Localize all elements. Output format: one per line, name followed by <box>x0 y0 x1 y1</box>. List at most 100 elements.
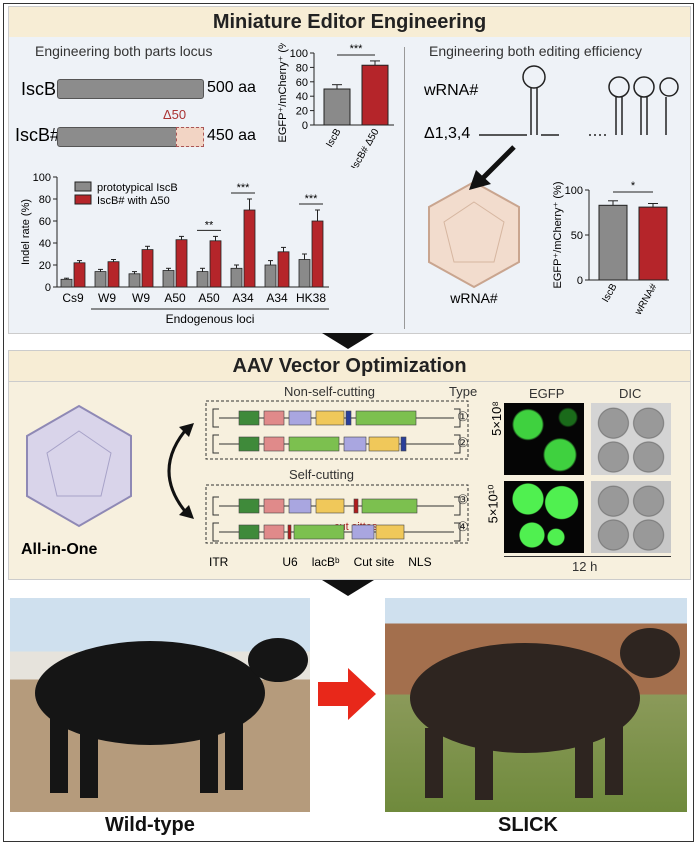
type-1: ① <box>457 409 469 424</box>
delta134-label: Δ1,3,4 <box>424 125 471 142</box>
x-tick-label: IscB# Δ50 <box>349 127 382 168</box>
y-axis-label: EGFP⁺/mCherry⁺ (%) <box>552 182 564 289</box>
y-tick-label: 100 <box>290 48 308 60</box>
vector-element <box>345 410 352 426</box>
type-label: Type <box>449 384 478 399</box>
vector-element <box>315 410 345 426</box>
legend-u6: U6 <box>282 555 298 569</box>
x-tick-label: A34 <box>232 291 254 305</box>
bar <box>277 251 290 288</box>
vector-element <box>288 410 312 426</box>
red-arrow-icon <box>318 668 376 720</box>
type-3: ③ <box>457 492 469 507</box>
vector-element <box>343 436 367 452</box>
itr-right <box>454 434 461 454</box>
vector-element <box>288 498 312 514</box>
y-tick-label: 50 <box>571 230 583 242</box>
itr-right <box>454 496 461 516</box>
wild-type-label: Wild-type <box>105 814 195 836</box>
y-tick-label: 20 <box>296 106 308 118</box>
bar <box>361 64 389 126</box>
x-tick-label: Cs9 <box>62 291 84 305</box>
arrow-icon <box>469 145 516 190</box>
panel-miniature-editor: Miniature Editor Engineering Engineering… <box>8 6 691 334</box>
vector-constructs <box>205 400 469 544</box>
x-tick-label: A50 <box>198 291 220 305</box>
y-axis-label: Indel rate (%) <box>20 199 32 265</box>
egfp-image-2 <box>504 481 584 553</box>
vector-element <box>263 410 285 426</box>
iscb-sharp-label: IscB# <box>15 125 61 145</box>
bar <box>598 204 628 281</box>
wild-type-photo <box>10 598 310 812</box>
wrna-label: wRNA# <box>424 82 479 99</box>
vector-element <box>400 436 407 452</box>
x-tick-label: IscB <box>324 127 343 150</box>
x-tick-label: A34 <box>266 291 288 305</box>
bar <box>141 249 154 288</box>
iscb-sharp-length: 450 aa <box>207 127 256 144</box>
vector-element <box>293 524 345 540</box>
iscb-label: IscB <box>21 79 57 99</box>
vector-element <box>263 498 285 514</box>
vector-element <box>263 524 285 540</box>
dose-1: 5×10⁸ <box>488 401 504 436</box>
legend-cut: Cut site <box>353 555 395 569</box>
slick-photo <box>385 598 687 812</box>
virus-label: wRNA# <box>449 290 498 306</box>
aav-capsid-icon: wRNA# <box>428 180 520 306</box>
panel-aav: AAV Vector Optimization All-in-One Non-s… <box>8 350 691 580</box>
self-label: Self-cutting <box>289 467 355 482</box>
y-tick-label: 40 <box>39 238 51 250</box>
significance-label: *** <box>305 193 319 205</box>
vector-element <box>238 524 260 540</box>
y-tick-label: 100 <box>565 185 583 197</box>
vector-element <box>238 436 260 452</box>
dic-image-1 <box>591 403 671 475</box>
itr-left <box>212 522 219 542</box>
egfp-header: EGFP <box>529 386 565 401</box>
panel-title: Miniature Editor Engineering <box>9 7 690 37</box>
iscb-bar <box>57 79 204 99</box>
bar <box>298 259 311 288</box>
divider <box>404 47 405 329</box>
non-self-label: Non-self-cutting <box>284 384 376 399</box>
bar <box>196 271 209 288</box>
y-tick-label: 40 <box>296 91 308 103</box>
itr-left <box>212 408 219 428</box>
y-tick-label: 0 <box>45 282 51 294</box>
x-tick-label: W9 <box>98 291 116 305</box>
vector-element <box>355 410 417 426</box>
x-tick-label: HK38 <box>296 291 326 305</box>
legend-lacb: lacBᵇ <box>311 555 340 569</box>
delta-label: Δ50 <box>163 107 187 122</box>
type-4: ④ <box>457 519 469 534</box>
itr-right <box>454 408 461 428</box>
significance-label: *** <box>237 182 251 194</box>
down-arrow-icon <box>322 333 374 349</box>
figure-frame <box>3 3 694 842</box>
x-axis-label: Endogenous loci <box>166 312 255 326</box>
bar <box>73 262 86 288</box>
bar <box>209 240 222 288</box>
legend-swatch <box>74 194 92 205</box>
x-tick-label: A50 <box>164 291 186 305</box>
vector-element <box>361 498 418 514</box>
left-subtitle: Engineering both parts locus <box>35 43 213 59</box>
vector-element <box>238 410 260 426</box>
legend-swatch <box>74 181 92 192</box>
vector-element <box>288 436 340 452</box>
vector-element <box>351 524 375 540</box>
legend-label: IscB# with Δ50 <box>97 195 170 207</box>
legend-label: prototypical IscB <box>97 182 178 194</box>
y-tick-label: 60 <box>296 77 308 89</box>
significance-label: *** <box>350 43 364 55</box>
bar <box>323 88 351 126</box>
x-tick-label: W9 <box>132 291 150 305</box>
y-tick-label: 100 <box>33 172 51 184</box>
y-tick-label: 80 <box>39 194 51 206</box>
bar <box>128 273 141 288</box>
wrna-structures <box>479 65 679 136</box>
